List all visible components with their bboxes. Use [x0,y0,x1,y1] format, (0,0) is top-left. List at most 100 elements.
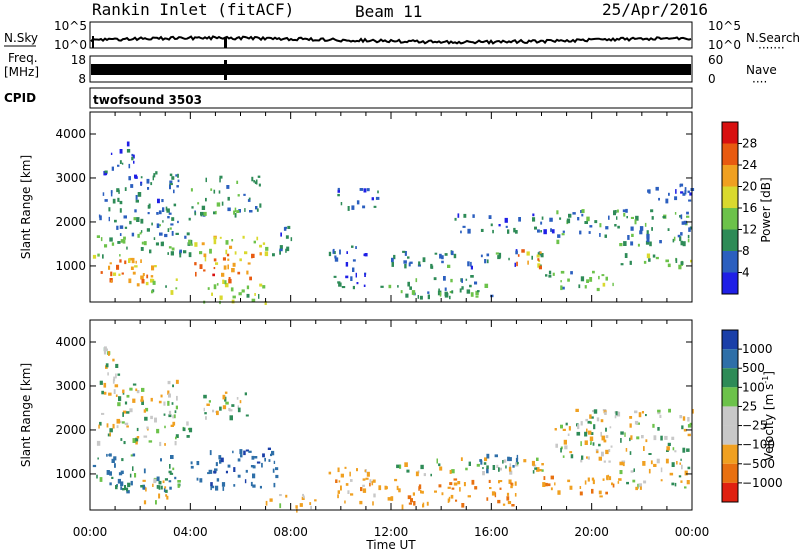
heatmap-cell [679,415,683,419]
heatmap-cell [427,294,430,300]
heatmap-cell [681,221,685,225]
heatmap-cell [447,498,450,503]
heatmap-cell [511,504,515,507]
heatmap-cell [117,241,121,244]
heatmap-cell [567,479,571,483]
heatmap-cell [163,401,166,406]
heatmap-cell [687,234,690,239]
heatmap-cell [335,479,338,483]
heatmap-cell [171,176,175,180]
heatmap-cell [396,464,400,469]
heatmap-cell [652,423,655,428]
heatmap-cell [150,275,154,278]
heatmap-cell [681,425,684,430]
nsearch-tick-bottom: 10^0 [708,38,741,52]
heatmap-cell [667,442,671,446]
heatmap-cell [147,212,150,215]
heatmap-cell [120,481,124,487]
heatmap-cell [237,405,239,409]
heatmap-cell [407,495,412,500]
heatmap-cell [190,461,193,465]
heatmap-cell [245,449,249,452]
heatmap-cell [169,486,172,490]
heatmap-cell [219,459,222,464]
heatmap-cell [534,226,537,230]
heatmap-cell [148,203,151,209]
heatmap-cell [648,453,652,455]
heatmap-cell [337,490,340,494]
heatmap-cell [158,493,161,499]
heatmap-cell [234,251,237,255]
heatmap-cell [156,476,160,482]
heatmap-cell [620,438,622,443]
heatmap-cell [156,223,160,228]
heatmap-cell [457,481,461,485]
heatmap-cell [118,472,123,476]
heatmap-cell [252,465,256,469]
heatmap-cell [404,251,407,256]
heatmap-cell [680,261,684,265]
colorbar-tick-label: 16 [742,201,757,215]
heatmap-cell [643,446,645,451]
heatmap-cell [116,225,119,230]
y-tick-label: 3000 [55,379,86,393]
heatmap-cell [606,475,609,480]
heatmap-cell [608,449,611,453]
heatmap-cell [514,262,516,267]
colorbar-tick-label: −500 [742,457,775,471]
heatmap-cell [97,253,100,257]
heatmap-cell [255,179,258,185]
heatmap-cell [588,430,592,435]
heatmap-cell [164,478,168,481]
heatmap-cell [176,395,178,401]
heatmap-cell [167,252,169,255]
heatmap-cell [687,424,692,428]
heatmap-cell [164,486,167,489]
heatmap-cell [356,200,360,205]
heatmap-cell [118,396,122,402]
heatmap-cell [646,238,650,243]
heatmap-cell [512,465,515,468]
heatmap-cell [196,461,200,466]
heatmap-cell [656,458,660,464]
heatmap-cell [608,460,611,463]
heatmap-cell [115,363,119,368]
heatmap-cell [679,183,681,188]
heatmap-cell [106,470,110,475]
heatmap-cell [341,286,346,289]
heatmap-cell [499,487,502,490]
heatmap-cell [124,226,128,229]
heatmap-cell [114,463,116,468]
heatmap-cell [237,271,241,275]
heatmap-cell [675,258,678,263]
heatmap-cell [531,255,533,260]
heatmap-cell [205,197,207,202]
heatmap-cell [115,373,117,379]
heatmap-cell [170,455,174,459]
heatmap-cell [372,501,374,506]
heatmap-cell [127,482,131,488]
heatmap-cell [482,471,485,476]
heatmap-cell [680,240,683,246]
heatmap-cell [258,294,260,299]
heatmap-cell [541,463,544,466]
heatmap-cell [172,421,176,426]
heatmap-cell [486,468,489,474]
heatmap-cell [259,283,263,287]
colorbar-cell [722,349,738,369]
colorbar-tick-label: −25 [742,419,767,433]
heatmap-cell [600,419,604,423]
colorbar-cell [722,463,738,483]
heatmap-cell [345,262,349,267]
heatmap-cell [471,479,475,485]
heatmap-cell [132,398,136,403]
time-tick-label: 16:00 [474,525,509,539]
heatmap-cell [516,454,519,460]
heatmap-cell [129,257,133,261]
heatmap-cell [621,460,626,463]
heatmap-cell [645,240,650,245]
heatmap-cell [646,230,649,235]
heatmap-cell [603,439,607,443]
heatmap-cell [108,351,110,356]
heatmap-cell [100,271,103,274]
